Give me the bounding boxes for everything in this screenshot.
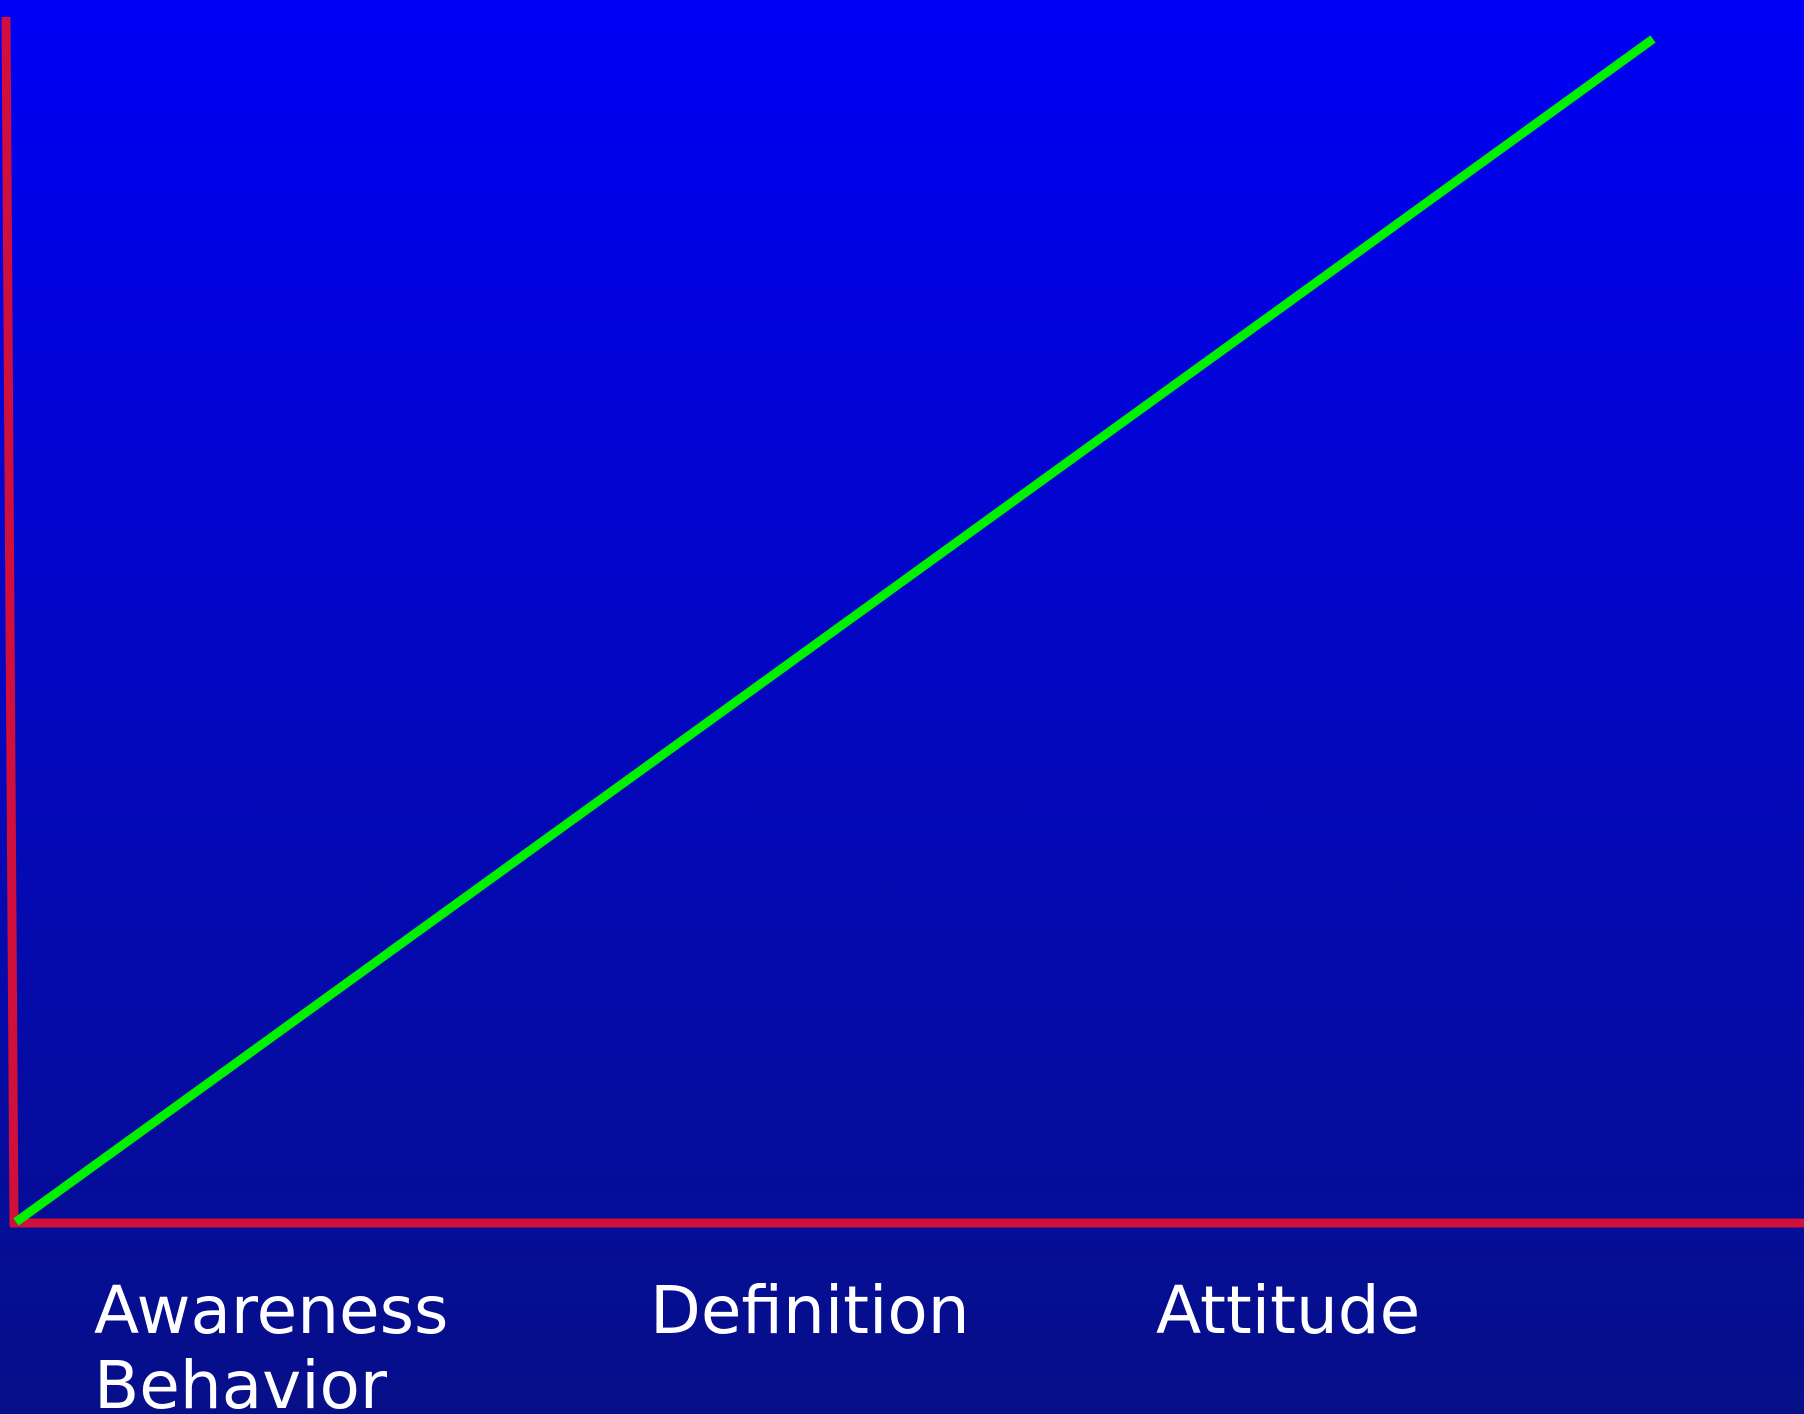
- stage-label: Attitude: [1156, 1272, 1420, 1349]
- stage-label: Awareness: [94, 1272, 448, 1349]
- trend-line: [13, 35, 1656, 1226]
- stage-label: Behavior: [94, 1347, 388, 1414]
- vertical-axis: [1, 16, 19, 1227]
- stage-label: Definition: [650, 1272, 970, 1349]
